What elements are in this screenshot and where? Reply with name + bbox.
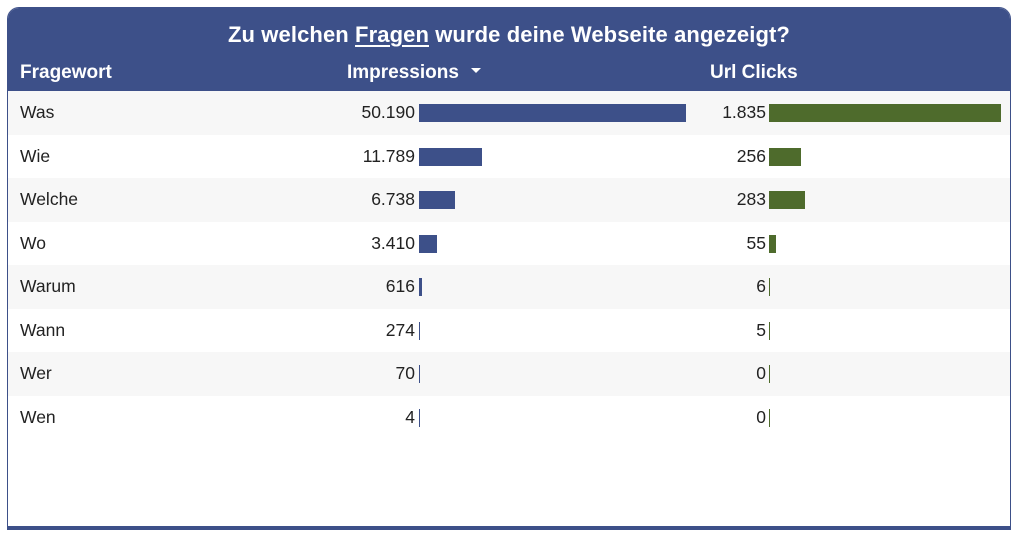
fragewort-cell: Welche	[20, 189, 79, 209]
url-clicks-value: 0	[756, 363, 766, 383]
table-row[interactable]: Welche 6.738 283	[8, 178, 1010, 222]
impressions-value: 6.738	[371, 189, 415, 209]
title-highlight: Fragen	[355, 22, 429, 47]
column-header-url-clicks-label: Url Clicks	[710, 62, 798, 83]
table-row[interactable]: Wie 11.789 256	[8, 135, 1010, 179]
table-body: Was 50.190 1.835 Wie 11.789 256 Welche 6.738 283…	[8, 91, 1010, 439]
url-clicks-bar	[769, 365, 770, 383]
url-clicks-value: 5	[756, 319, 766, 340]
title-text-end: wurde deine Webseite angezeigt?	[428, 22, 790, 47]
impressions-value: 70	[395, 363, 415, 383]
url-clicks-value: 6	[756, 276, 766, 296]
table-row[interactable]: Warum 616 6	[8, 265, 1010, 309]
impressions-value: 50.190	[361, 102, 415, 122]
impressions-value: 616	[385, 276, 415, 296]
impressions-bar	[419, 104, 686, 122]
fragewort-cell: Wo	[20, 232, 46, 253]
table-row[interactable]: Wo 3.410 55	[8, 222, 1010, 266]
impressions-bar	[419, 234, 438, 253]
table-row[interactable]: Wann 274 5	[8, 309, 1010, 353]
url-clicks-bar	[769, 104, 1001, 122]
url-clicks-bar	[769, 321, 770, 340]
column-header-fragewort[interactable]: Fragewort	[20, 62, 112, 84]
fragewort-cell: Wen	[20, 406, 56, 427]
column-header-url-clicks[interactable]: Url Clicks	[710, 62, 798, 84]
impressions-bar	[419, 408, 420, 427]
url-clicks-value: 1.835	[722, 102, 766, 122]
impressions-bar	[419, 147, 482, 166]
impressions-bar	[419, 278, 423, 296]
table-title: Zu welchen Fragen wurde deine Webseite a…	[8, 22, 1010, 48]
impressions-value: 11.789	[362, 145, 415, 166]
impressions-value: 274	[385, 319, 415, 340]
fragewort-cell: Wann	[20, 319, 66, 340]
impressions-value: 4	[405, 406, 415, 427]
table-row[interactable]: Wen 4 0	[8, 396, 1010, 440]
table-row[interactable]: Was 50.190 1.835	[8, 91, 1010, 135]
table-row[interactable]: Wer 70 0	[8, 352, 1010, 396]
url-clicks-bar	[769, 278, 770, 296]
fragewort-cell: Warum	[20, 276, 76, 296]
fragewort-cell: Wie	[20, 145, 51, 166]
url-clicks-value: 256	[736, 145, 766, 166]
column-header-impressions[interactable]: Impressions	[347, 62, 481, 84]
url-clicks-bar	[769, 147, 802, 166]
url-clicks-value: 0	[756, 406, 766, 427]
impressions-bar	[419, 191, 455, 209]
column-header-impressions-label: Impressions	[347, 62, 459, 83]
table-card: Zu welchen Fragen wurde deine Webseite a…	[7, 7, 1011, 530]
fragewort-cell: Wer	[20, 363, 52, 383]
table-header: Zu welchen Fragen wurde deine Webseite a…	[8, 8, 1010, 91]
url-clicks-value: 55	[746, 232, 766, 253]
fragewort-cell: Was	[20, 102, 55, 122]
impressions-bar	[419, 365, 420, 383]
url-clicks-value: 283	[736, 189, 766, 209]
url-clicks-bar	[769, 191, 805, 209]
caret-down-icon	[470, 68, 481, 74]
impressions-value: 3.410	[371, 232, 415, 253]
url-clicks-bar	[769, 234, 776, 253]
title-text-start: Zu welchen	[228, 22, 356, 47]
column-header-fragewort-label: Fragewort	[20, 62, 112, 83]
url-clicks-bar	[769, 408, 770, 427]
impressions-bar	[419, 321, 420, 340]
